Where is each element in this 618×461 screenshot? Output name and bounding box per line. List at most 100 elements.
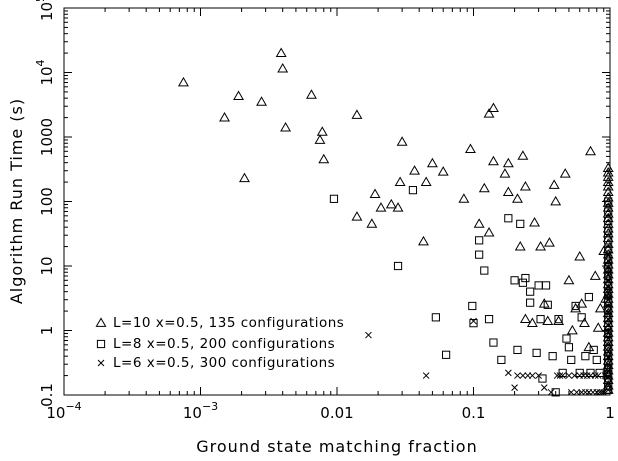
square-point — [586, 368, 595, 378]
x-tick-label: 0.01 — [320, 404, 353, 422]
triangle-point — [464, 143, 476, 153]
triangle-point — [563, 274, 575, 285]
triangle-point — [574, 250, 586, 261]
square-point — [564, 343, 574, 352]
square-point — [567, 355, 576, 365]
square-point — [604, 216, 613, 226]
square-point — [526, 287, 535, 296]
square-point — [513, 345, 522, 355]
y-tick-label: 105 — [34, 0, 56, 21]
triangle-point — [396, 136, 408, 146]
triangle-point — [318, 153, 330, 164]
square-point — [581, 352, 590, 361]
cross-point — [591, 372, 599, 379]
triangle-point — [543, 237, 555, 247]
triangle-point — [566, 324, 578, 335]
square-point — [571, 301, 580, 311]
square-point — [589, 345, 598, 355]
triangle-point — [526, 317, 538, 328]
square-point — [475, 250, 484, 259]
cross-point — [504, 369, 512, 377]
cross-point — [547, 388, 555, 396]
triangle-point — [437, 166, 449, 176]
triangle-point — [502, 157, 514, 168]
tick-exponent: −4 — [65, 400, 81, 413]
square-point — [532, 348, 541, 357]
x-tick-label: 1 — [605, 404, 615, 422]
triangle-point — [535, 240, 547, 251]
square-point — [526, 298, 535, 307]
square-point — [518, 278, 527, 287]
square-point — [584, 292, 593, 302]
cross-point — [573, 388, 581, 396]
triangle-point — [385, 198, 397, 209]
triangle-point — [458, 193, 470, 203]
triangle-point — [517, 150, 529, 160]
cross-point — [365, 331, 372, 339]
triangle-point — [239, 172, 250, 183]
triangle-point — [275, 47, 287, 57]
triangle-point — [483, 226, 495, 237]
cross-point — [519, 372, 527, 379]
square-point — [604, 245, 613, 254]
triangle-point — [594, 302, 606, 313]
triangle-point — [418, 235, 429, 246]
triangle-point — [559, 168, 571, 178]
square-point — [521, 273, 530, 283]
square-point — [536, 315, 545, 324]
square-point — [484, 315, 494, 324]
triangle-point — [570, 302, 582, 313]
square-point — [469, 319, 478, 328]
square-point — [554, 315, 563, 324]
square-point — [468, 301, 477, 311]
square-point — [604, 289, 613, 298]
square-point — [592, 355, 601, 365]
square-point — [604, 297, 613, 306]
square-point — [562, 334, 571, 343]
triangle-point — [280, 121, 292, 132]
legend-label: L=10 x=0.5, 135 configurations — [113, 315, 344, 331]
triangle-point — [420, 176, 432, 186]
triangle-point — [351, 211, 363, 221]
triangle-point — [409, 165, 421, 175]
triangle-point — [394, 176, 406, 186]
triangle-point — [473, 218, 485, 228]
cross-point — [514, 372, 521, 379]
square-point — [604, 358, 613, 367]
square-point — [393, 261, 403, 271]
triangle-point — [487, 102, 499, 113]
square-point — [604, 352, 613, 361]
legend-square-marker — [96, 339, 106, 349]
triangle-point — [219, 111, 231, 122]
square-point — [541, 281, 551, 290]
triangle-point — [277, 62, 289, 73]
triangle-point — [602, 186, 614, 196]
triangle-point — [478, 182, 490, 193]
triangle-point — [550, 195, 562, 206]
triangle-point — [589, 270, 601, 280]
square-point — [480, 266, 489, 275]
triangle-point — [392, 202, 404, 212]
cross-point — [470, 317, 477, 325]
square-point — [534, 281, 543, 290]
triangle-point — [548, 179, 560, 189]
triangle-point — [578, 317, 590, 328]
cross-point — [540, 384, 548, 392]
triangle-point — [483, 108, 495, 118]
square-point — [475, 236, 484, 245]
square-point — [329, 194, 339, 203]
x-tick-label: 0.1 — [462, 404, 486, 422]
triangle-point — [305, 89, 317, 99]
y-tick-label: 1000 — [38, 118, 56, 156]
square-point — [497, 355, 506, 365]
axis-ticks — [63, 8, 610, 396]
cross-point — [559, 372, 567, 379]
cross-point — [556, 372, 564, 379]
triangle-point — [529, 217, 541, 227]
square-point — [516, 219, 525, 228]
square-point — [604, 321, 613, 330]
triangle-point — [256, 96, 268, 106]
triangle-point — [366, 218, 378, 228]
triangle-point — [514, 240, 526, 251]
